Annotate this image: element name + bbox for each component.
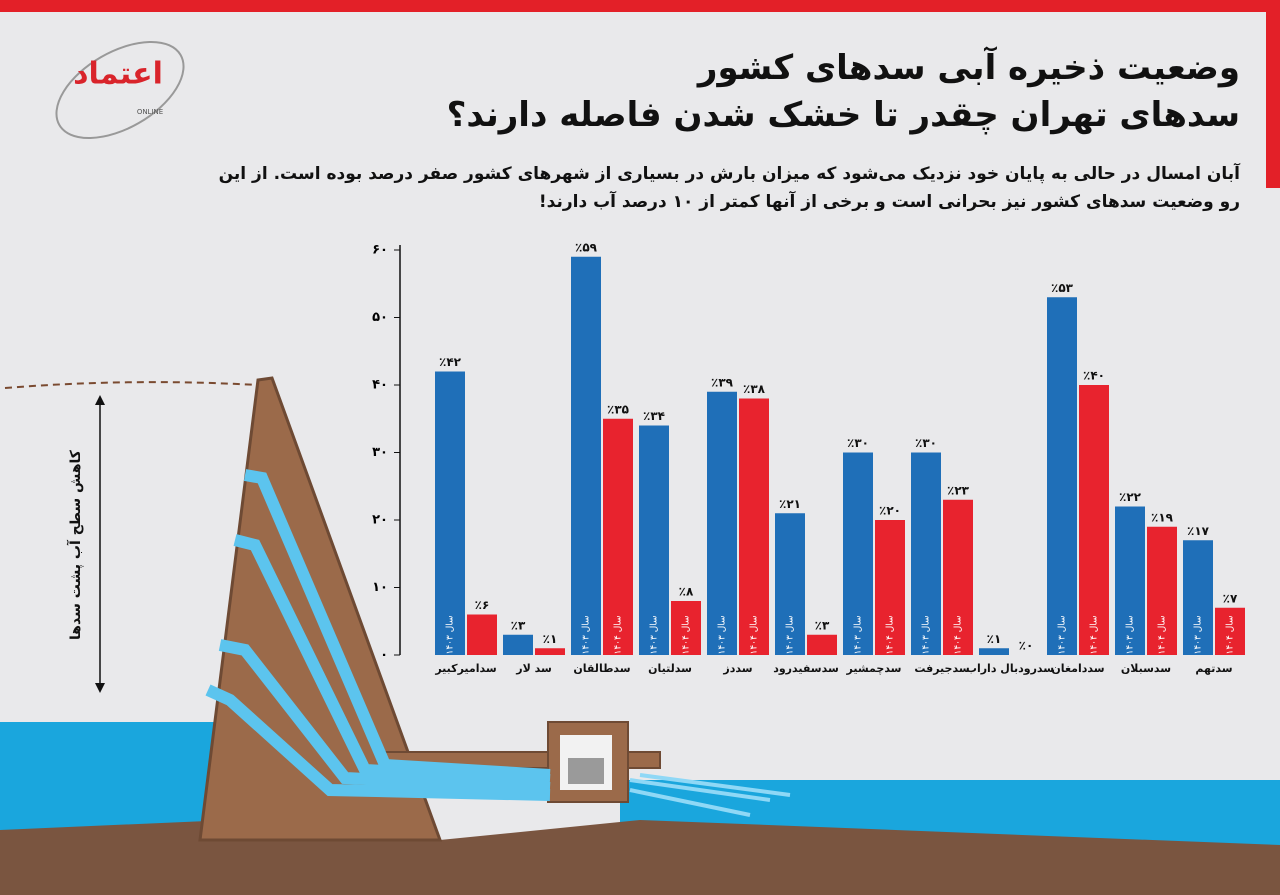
x-tick-label: سد لار <box>515 662 552 675</box>
series-label: سال ۱۴۰۳ <box>718 615 728 654</box>
x-tick-label: سدامیرکبیر <box>434 662 496 675</box>
series-label: سال ۱۴۰۴ <box>1158 615 1168 654</box>
bar <box>739 398 769 655</box>
subtitle: آبان امسال در حالی به پایان خود نزدیک می… <box>218 164 1240 212</box>
y-tick-label: ۴۰ <box>372 378 388 393</box>
x-tick-label: سدطالقان <box>573 662 630 675</box>
value-label: ٪۳۸ <box>743 382 766 396</box>
x-tick-label: سدرودبال داراب <box>966 662 1054 675</box>
value-label: ٪۳ <box>511 618 526 632</box>
series-label: سال ۱۴۰۴ <box>954 615 964 654</box>
series-label: سال ۱۴۰۴ <box>1226 615 1236 654</box>
series-label: سال ۱۴۰۳ <box>650 615 660 654</box>
series-label: سال ۱۴۰۳ <box>1126 615 1136 654</box>
bar <box>639 425 669 655</box>
bar <box>807 634 837 655</box>
bar <box>1115 506 1145 655</box>
bar <box>435 371 465 655</box>
bar <box>1047 297 1077 655</box>
bar <box>671 601 701 655</box>
value-label: ٪۳۰ <box>915 436 937 450</box>
series-label: سال ۱۴۰۳ <box>1058 615 1068 654</box>
value-label: ٪۴۲ <box>439 355 462 369</box>
title: سدهای تهران چقدر تا خشک شدن فاصله دارند؟ <box>446 95 1240 135</box>
bar <box>1215 607 1245 655</box>
value-label: ٪۲۰ <box>879 504 901 518</box>
bar <box>535 648 565 655</box>
series-label: سال ۱۴۰۳ <box>922 615 932 654</box>
x-tick-label: سددز <box>722 662 752 675</box>
top-border <box>0 0 1280 12</box>
y-tick-label: ۳۰ <box>372 445 388 460</box>
value-label: ٪۲۱ <box>779 497 801 511</box>
x-tick-label: سدسفیدرود <box>773 662 839 675</box>
y-tick-label: ۲۰ <box>372 513 388 528</box>
side-border <box>1266 0 1280 188</box>
bar <box>911 452 941 655</box>
value-label: ٪۰ <box>1019 639 1034 653</box>
series-label: سال ۱۴۰۳ <box>582 615 592 654</box>
title: وضعیت ذخیره آبی سدهای کشور <box>697 48 1240 88</box>
bar <box>979 648 1009 655</box>
x-tick-label: سدتهم <box>1195 662 1232 675</box>
logo: اعتماد ONLINE <box>55 40 185 140</box>
y-tick-label: ۶۰ <box>372 243 388 258</box>
x-tick-label: سدسبلان <box>1121 662 1171 675</box>
bar <box>875 520 905 655</box>
value-label: ٪۸ <box>679 585 694 599</box>
x-tick-label: سدچمشیر <box>846 662 902 675</box>
value-label: ٪۶ <box>475 598 490 612</box>
series-label: سال ۱۴۰۴ <box>886 615 896 654</box>
series-label: سال ۱۴۰۴ <box>614 615 624 654</box>
bar <box>1183 540 1213 655</box>
illustration-label: کاهش سطح آب پشت سدها <box>66 449 84 640</box>
y-tick-label: ۵۰ <box>372 310 388 325</box>
value-label: ٪۱۹ <box>1151 510 1174 524</box>
bar <box>571 256 601 655</box>
bar <box>707 391 737 655</box>
value-label: ٪۴۰ <box>1083 369 1105 383</box>
value-label: ٪۳ <box>815 618 830 632</box>
bar <box>1079 385 1109 655</box>
x-tick-label: سدلتیان <box>648 662 692 675</box>
series-label: سال ۱۴۰۳ <box>446 615 456 654</box>
series-label: سال ۱۴۰۳ <box>1194 615 1204 654</box>
value-label: ٪۱ <box>543 632 558 646</box>
y-tick-label: ۰ <box>380 648 388 663</box>
value-label: ٪۵۳ <box>1051 281 1074 295</box>
series-label: سال ۱۴۰۴ <box>750 615 760 654</box>
value-label: ٪۲۲ <box>1119 490 1142 504</box>
illustration: کاهش سطح آب پشت سدها <box>0 376 1280 895</box>
series-label: سال ۱۴۰۳ <box>786 615 796 654</box>
series-label: سال ۱۴۰۳ <box>854 615 864 654</box>
value-label: ٪۵۹ <box>575 240 598 254</box>
bar <box>603 418 633 655</box>
bar <box>775 513 805 655</box>
value-label: ٪۳۵ <box>607 402 629 416</box>
value-label: ٪۱۷ <box>1187 524 1210 538</box>
value-label: ٪۱ <box>987 632 1002 646</box>
bar <box>843 452 873 655</box>
y-tick-label: ۱۰ <box>372 580 388 595</box>
value-label: ٪۳۰ <box>847 436 869 450</box>
value-label: ٪۳۹ <box>711 375 734 389</box>
value-label: ٪۷ <box>1223 591 1238 605</box>
bar <box>943 499 973 655</box>
x-tick-label: سدجیرفت <box>914 662 969 675</box>
value-label: ٪۲۳ <box>947 483 970 497</box>
logo-sub: ONLINE <box>137 108 163 116</box>
value-label: ٪۳۴ <box>643 409 665 423</box>
x-tick-label: سددامغان <box>1051 662 1104 675</box>
bar <box>1147 526 1177 655</box>
bar <box>503 634 533 655</box>
bar <box>467 614 497 655</box>
logo-text: اعتماد <box>73 57 163 92</box>
series-label: سال ۱۴۰۴ <box>1090 615 1100 654</box>
series-label: سال ۱۴۰۴ <box>682 615 692 654</box>
